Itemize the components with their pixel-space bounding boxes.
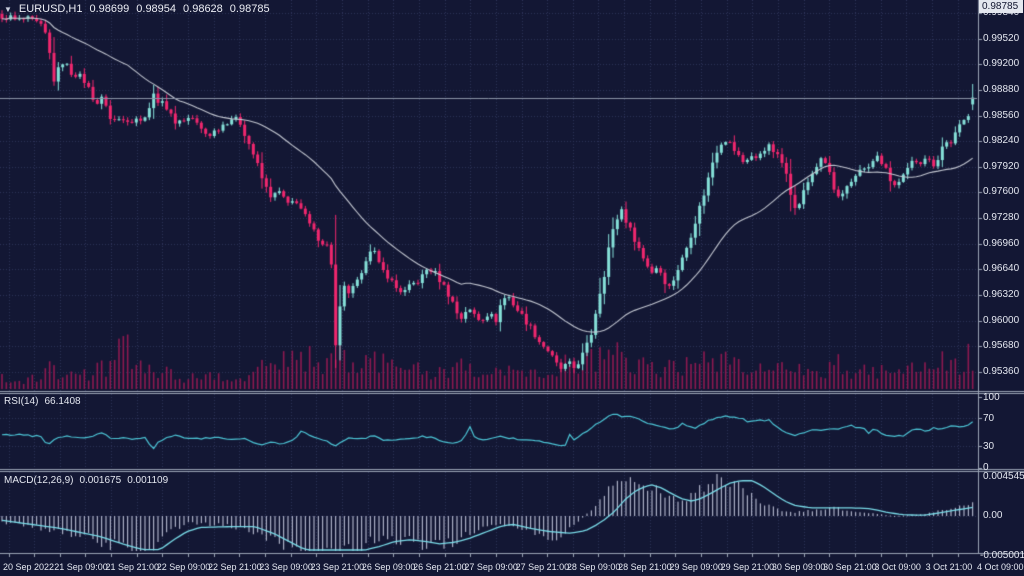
low-value: 0.98628	[183, 3, 223, 15]
close-value: 0.98785	[229, 3, 270, 15]
macd-signal-value: 0.001109	[127, 475, 169, 486]
macd-indicator-label: MACD(12,26,9) 0.001675 0.001109	[4, 475, 174, 486]
rsi-name: RSI(14)	[4, 396, 39, 407]
current-price-tag: 0.98785	[979, 0, 1023, 13]
high-value: 0.98954	[136, 3, 177, 15]
rsi-value: 66.1408	[44, 396, 81, 407]
rsi-indicator-label: RSI(14) 66.1408	[4, 396, 87, 407]
macd-name: MACD(12,26,9)	[4, 475, 74, 486]
open-value: 0.98699	[89, 3, 130, 15]
symbol-dropdown-icon[interactable]: ▼	[4, 5, 12, 14]
macd-main-value: 0.001675	[79, 475, 122, 486]
symbol-period-label: EURUSD,H1	[18, 3, 83, 15]
ohlc-info-bar: ▼ EURUSD,H1 0.98699 0.98954 0.98628 0.98785	[4, 3, 277, 15]
